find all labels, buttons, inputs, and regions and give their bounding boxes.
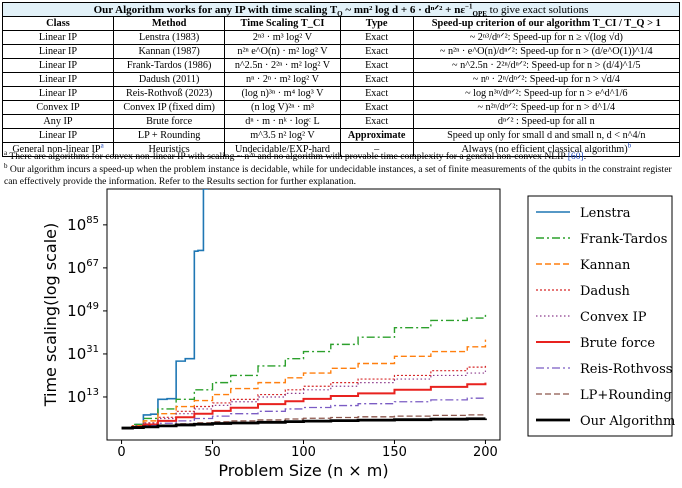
series-group (121, 189, 487, 430)
citation-link[interactable]: [60] (567, 151, 584, 162)
legend-label: Our Algorithm (580, 414, 675, 429)
x-tick-label: 50 (204, 445, 221, 460)
y-axis-label: Time scaling(log scale) (41, 223, 60, 408)
row-method: Heuristics (113, 142, 226, 157)
table-row: Linear IP LP + Rounding m^3.5 n² log² V App… (1, 128, 681, 143)
legend-label: LP+Rounding (580, 388, 672, 403)
table-row: Any IP Brute force dⁿ · m · nᵏ · logᶜ L Exa… (1, 114, 681, 129)
row-criterion: Always (no efficient classical algorithm… (412, 142, 681, 157)
series-line-dadush (121, 364, 487, 429)
series-line-brute-force (121, 382, 487, 430)
x-tick-label: 150 (382, 445, 407, 460)
x-tick-label: 0 (117, 445, 125, 460)
y-tick-label: 1013 (67, 387, 99, 406)
x-tick-label: 100 (291, 445, 316, 460)
legend-label: Frank-Tardos (580, 232, 667, 247)
x-tick-label: 200 (473, 445, 498, 460)
legend: Lenstra Frank-Tardos Kannan Dadush Convex IP… (527, 195, 675, 437)
axes-frame (106, 188, 501, 441)
legend-label: Kannan (580, 258, 631, 273)
footnote-b: b Our algorithm incurs a speed-up when t… (4, 161, 672, 187)
y-tick-label: 1085 (67, 215, 99, 234)
series-line-lenstra (121, 189, 208, 429)
y-tick-label: 1031 (67, 344, 99, 363)
table-row: General non-linear IPa Heuristics Undecida… (1, 142, 681, 157)
table-caption: Our Algorithm works for any IP with time… (2, 2, 680, 17)
y-tick-label: 1067 (67, 258, 99, 277)
series-line-our-algorithm (121, 417, 487, 430)
plot-area: 0 50 100 150 200 1013 1031 1049 1067 1085 Problem … (41, 188, 501, 480)
footnote-a: a There are algorithms for convex non-li… (4, 148, 587, 162)
table-row: Convex IP Convex IP (fixed dim) (n log V)²… (1, 100, 681, 115)
legend-label: Brute force (580, 336, 655, 351)
comparison-table: Our Algorithm works for any IP with time… (1, 2, 681, 157)
legend-label: Convex IP (580, 310, 647, 325)
row-type: – (339, 142, 414, 157)
row-class: General non-linear IPa (1, 142, 115, 157)
legend-label: Lenstra (580, 206, 631, 221)
legend-label: Dadush (580, 284, 631, 299)
x-axis-label: Problem Size (n × m) (218, 461, 388, 480)
table-header-row: Class Method Time Scaling T_CI Type Spee… (1, 16, 681, 31)
table-row: Linear IP Dadush (2011) nⁿ · 2ⁿ · m² log² … (1, 72, 681, 87)
table-row: Linear IP Lenstra (1983) 2ⁿ³ · m³ log² V Ex… (1, 30, 681, 45)
table-caption-row: Our Algorithm works for any IP with time… (2, 2, 680, 17)
table-body: Linear IP Lenstra (1983) 2ⁿ³ · m³ log² V Ex… (1, 30, 681, 157)
y-tick-label: 1049 (67, 301, 99, 320)
legend-label: Reis-Rothvoss (580, 362, 672, 377)
